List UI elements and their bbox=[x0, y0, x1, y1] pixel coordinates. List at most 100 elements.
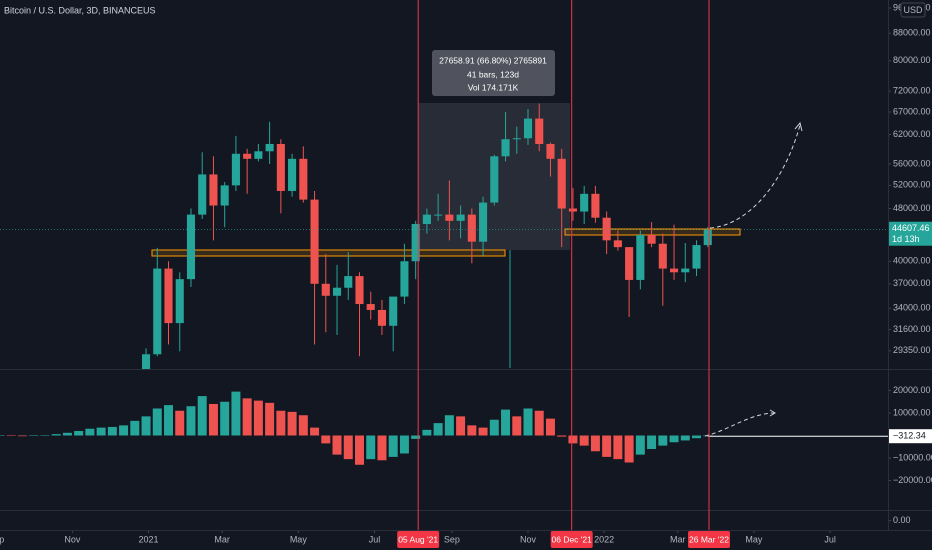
candle-body bbox=[670, 268, 679, 273]
candle-body bbox=[535, 118, 544, 144]
histogram-bar bbox=[579, 435, 589, 446]
histogram-bar bbox=[85, 428, 95, 436]
histogram-bar bbox=[175, 410, 185, 436]
candle-body bbox=[254, 151, 263, 159]
candle-body bbox=[164, 268, 173, 324]
candle-body bbox=[389, 296, 398, 326]
candle-body bbox=[512, 138, 521, 140]
x-tick-label: Nov bbox=[520, 534, 537, 544]
histogram-bar bbox=[647, 435, 657, 450]
candle-body bbox=[175, 279, 184, 324]
x-tick-label: 2022 bbox=[594, 534, 614, 544]
candle-body bbox=[422, 214, 431, 224]
histogram-bar bbox=[635, 435, 645, 455]
histogram-bar bbox=[366, 435, 376, 460]
x-tick-label: Nov bbox=[64, 534, 81, 544]
histogram-bar bbox=[545, 418, 555, 436]
histogram-bar bbox=[422, 429, 432, 436]
histogram-bar bbox=[478, 427, 488, 436]
x-tick-label: Sep bbox=[444, 534, 460, 544]
projection-arrow bbox=[704, 412, 776, 437]
histogram-bar bbox=[523, 408, 533, 436]
histogram-bar bbox=[444, 415, 454, 436]
candle-body bbox=[636, 235, 645, 280]
histogram-bar bbox=[332, 435, 342, 455]
histogram-bar bbox=[74, 430, 84, 436]
measurement-tooltip bbox=[432, 50, 555, 96]
candle-body bbox=[467, 214, 476, 242]
histogram-bar bbox=[220, 401, 230, 436]
histogram-bar bbox=[152, 408, 162, 436]
histogram-bar bbox=[51, 434, 61, 436]
last-value-label: −312.34 bbox=[893, 431, 926, 441]
candle-body bbox=[321, 283, 330, 296]
last-price-badge bbox=[889, 221, 932, 246]
candle-body bbox=[231, 153, 240, 186]
x-tick-label: Jul bbox=[369, 534, 381, 544]
candle-body bbox=[613, 240, 622, 248]
histogram-bar bbox=[265, 402, 275, 436]
histogram-bar bbox=[399, 435, 409, 454]
histogram-bar bbox=[164, 405, 174, 436]
histogram-bar bbox=[343, 435, 353, 460]
histogram-bar bbox=[119, 425, 129, 436]
candle-body bbox=[141, 354, 151, 369]
candle-body bbox=[310, 199, 319, 284]
histogram-bar bbox=[590, 435, 600, 452]
y-tick-label: 48000.00 bbox=[893, 203, 931, 213]
projection-arrow bbox=[709, 124, 801, 229]
x-tick-label: Mar bbox=[670, 534, 686, 544]
histogram-bar bbox=[692, 435, 702, 439]
x-tick-label: Mar bbox=[214, 534, 230, 544]
histogram-bar bbox=[602, 435, 612, 457]
candle-body bbox=[265, 143, 274, 152]
histogram-bar bbox=[298, 415, 308, 436]
y-tick-label: 31600.00 bbox=[893, 324, 931, 334]
candle-body bbox=[557, 158, 566, 209]
candle-body bbox=[647, 235, 656, 244]
measurement-text: 27658.91 (66.80%) 2765891 bbox=[439, 55, 547, 65]
histogram-bar bbox=[388, 435, 398, 457]
histogram-bar bbox=[456, 416, 466, 436]
histogram-bar bbox=[231, 391, 241, 436]
candle-body bbox=[456, 214, 465, 221]
histogram-bar bbox=[411, 435, 421, 439]
last-value-badge bbox=[889, 429, 932, 444]
histogram-bar bbox=[680, 435, 690, 441]
candle-body bbox=[479, 202, 488, 242]
histogram-bar bbox=[276, 410, 286, 436]
histogram-bar bbox=[557, 435, 567, 437]
histogram-bar bbox=[197, 396, 207, 436]
candle-body bbox=[591, 193, 600, 218]
candle-body bbox=[625, 247, 634, 280]
x-tick-label: Sep bbox=[0, 534, 4, 544]
histogram-bar bbox=[613, 435, 623, 460]
histogram-bar bbox=[6, 435, 16, 436]
candle-body bbox=[658, 243, 667, 269]
candle-body bbox=[332, 287, 342, 296]
event-label: 06 Dec '21 bbox=[552, 534, 593, 544]
x-tick-label: Jul bbox=[824, 534, 836, 544]
x-tick-label: May bbox=[745, 534, 763, 544]
candle-body bbox=[703, 229, 712, 246]
last-price-label: 44607.46 bbox=[892, 223, 930, 233]
candle-body bbox=[243, 153, 252, 159]
histogram-bar bbox=[467, 425, 477, 436]
histogram-bar bbox=[96, 427, 106, 436]
histogram-bar bbox=[354, 435, 364, 465]
histogram-bar bbox=[669, 435, 679, 443]
candle-body bbox=[523, 118, 533, 139]
arrow-head bbox=[794, 121, 803, 132]
resistance-zone bbox=[564, 228, 741, 236]
candle-body bbox=[220, 185, 229, 206]
currency-badge bbox=[900, 2, 926, 18]
candle-body bbox=[355, 276, 364, 305]
histogram-bar bbox=[310, 427, 320, 436]
y-tick-label: 29350.00 bbox=[893, 345, 931, 355]
histogram-bar bbox=[130, 420, 140, 436]
histogram-bar bbox=[141, 416, 151, 436]
histogram-bar bbox=[242, 398, 252, 436]
histogram-bar bbox=[17, 435, 27, 437]
candle-body bbox=[377, 309, 387, 326]
